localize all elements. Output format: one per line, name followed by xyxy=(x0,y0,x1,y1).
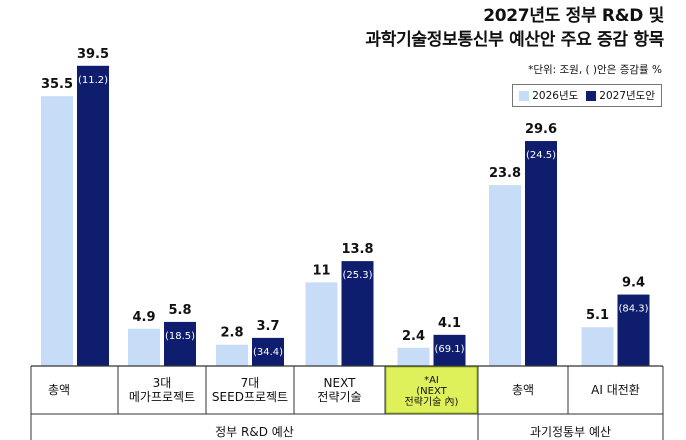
bar-2027 xyxy=(164,321,196,366)
value-label-2027: 39.5 xyxy=(77,47,109,62)
value-label-2026: 35.5 xyxy=(41,77,73,92)
category-label-line: 전략기술 xyxy=(317,390,361,404)
legend-swatch-2026 xyxy=(519,90,530,101)
category-label-line: (NEXT xyxy=(416,386,447,397)
change-rate-label: (24.5) xyxy=(526,150,556,161)
category-label-line: 3대 xyxy=(153,376,172,390)
chart-title-line-1: 2027년도 정부 R&D 및 xyxy=(483,6,664,26)
change-rate-label: (69.1) xyxy=(434,344,464,355)
group-label-rnd: 정부 R&D 예산 xyxy=(215,425,294,439)
category-label-line: 전략기술 內) xyxy=(405,396,459,408)
bar-2027 xyxy=(77,65,109,367)
category-label: NEXT 전략기술 xyxy=(317,376,361,404)
bar-2026 xyxy=(489,185,521,366)
bar-2027 xyxy=(525,141,557,366)
group-label-msit: 과기정통부 예산 xyxy=(530,425,611,439)
value-label-2026: 11 xyxy=(312,263,330,278)
category-label: 7대 SEED프로젝트 xyxy=(212,376,288,404)
category-label-line: SEED프로젝트 xyxy=(212,390,288,404)
change-rate-label: (84.3) xyxy=(618,304,648,315)
bar-2026 xyxy=(128,328,160,366)
bar-2026 xyxy=(305,282,338,366)
bar-2027 xyxy=(252,337,284,366)
change-rate-label: (11.2) xyxy=(78,75,108,86)
legend-item-2027: 2027년도안 xyxy=(586,88,655,103)
bar-2026 xyxy=(216,344,248,366)
value-label-2026: 4.9 xyxy=(132,310,155,325)
legend-label-2026: 2026년도 xyxy=(532,90,579,102)
category-label: 총액 xyxy=(512,383,534,397)
category-label-line: 메가프로젝트 xyxy=(129,390,195,404)
change-rate-label: (34.4) xyxy=(253,347,283,358)
category-label-line: *AI xyxy=(424,375,439,386)
value-label-2026: 2.4 xyxy=(402,329,425,344)
legend-label-2027: 2027년도안 xyxy=(599,90,655,102)
category-label: 총액 xyxy=(48,383,70,397)
highlight-cell-ai xyxy=(385,366,478,414)
unit-note: *단위: 조원, ( )안은 증감률 % xyxy=(528,64,662,76)
category-label: 3대 메가프로젝트 xyxy=(129,376,195,404)
bar-2026 xyxy=(41,96,73,366)
bar-2027 xyxy=(341,261,374,366)
change-rate-label: (18.5) xyxy=(165,331,195,342)
value-label-2026: 5.1 xyxy=(586,308,609,323)
chart-title: 2027년도 정부 R&D 및 과학기술정보통신부 예산안 주요 증감 항목 xyxy=(365,4,664,52)
bar-2027 xyxy=(617,294,650,366)
value-label-2027: 4.1 xyxy=(438,316,461,331)
value-label-2027: 5.8 xyxy=(168,303,191,318)
value-label-2027: 13.8 xyxy=(341,242,373,257)
bar-2026 xyxy=(581,327,614,366)
bar-2026 xyxy=(397,347,430,366)
legend-item-2026: 2026년도 xyxy=(519,88,578,103)
legend: 2026년도 2027년도안 xyxy=(512,84,662,107)
bar-2027 xyxy=(433,334,466,366)
value-label-2027: 9.4 xyxy=(622,276,645,291)
value-label-2027: 29.6 xyxy=(525,122,557,137)
value-label-2026: 2.8 xyxy=(220,326,243,341)
chart-title-line-2: 과학기술정보통신부 예산안 주요 증감 항목 xyxy=(365,30,664,50)
value-label-2026: 23.8 xyxy=(489,166,521,181)
change-rate-label: (25.3) xyxy=(342,270,372,281)
category-label: AI 대전환 xyxy=(591,383,640,397)
value-label-2027: 3.7 xyxy=(256,319,279,334)
category-label-line: 총액 xyxy=(48,383,70,397)
category-label-line: AI 대전환 xyxy=(591,383,640,397)
category-label-line: NEXT xyxy=(324,376,357,390)
legend-swatch-2027 xyxy=(586,90,597,101)
category-label-line: 총액 xyxy=(512,383,534,397)
category-label-line: 7대 xyxy=(241,376,260,390)
category-label: *AI (NEXT 전략기술 內) xyxy=(405,375,459,408)
